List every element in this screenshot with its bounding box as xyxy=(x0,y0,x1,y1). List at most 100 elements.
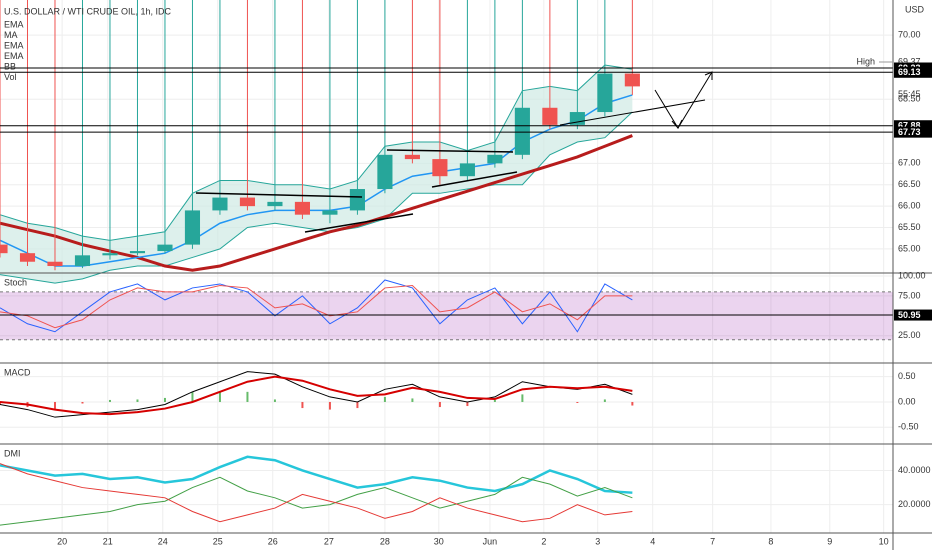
candle-body xyxy=(349,189,365,211)
histogram-bar xyxy=(631,401,634,406)
candle-body xyxy=(184,210,201,245)
histogram-bar xyxy=(108,399,111,402)
candle-body xyxy=(432,159,448,177)
candle-body xyxy=(212,197,228,211)
histogram-bar xyxy=(438,401,441,408)
histogram-bar xyxy=(576,401,579,403)
y-tick-label: 65.00 xyxy=(898,243,921,253)
band xyxy=(0,291,893,340)
series-line xyxy=(0,463,633,523)
price-badge xyxy=(894,309,932,321)
x-tick-label: Jun xyxy=(483,536,498,546)
x-tick-label: 28 xyxy=(380,536,390,546)
countdown: 55:45 xyxy=(898,89,921,99)
histogram-bar xyxy=(273,399,276,402)
candle-body xyxy=(0,244,8,254)
candle-body xyxy=(322,210,338,215)
y-tick-label: 40.0000 xyxy=(898,465,931,475)
histogram-bar xyxy=(81,401,84,404)
drawings xyxy=(195,71,713,233)
candle-body xyxy=(267,201,283,207)
candle-body xyxy=(19,253,36,262)
indicator-label: BB xyxy=(4,61,16,71)
price-badge-label: 67.73 xyxy=(898,127,921,137)
y-tick-label: -0.50 xyxy=(898,422,919,432)
chart-title: U.S. DOLLAR / WTI CRUDE OIL, 1h, IDC xyxy=(4,6,172,16)
series-line xyxy=(0,455,633,494)
arrowhead xyxy=(671,119,683,129)
histogram-bar xyxy=(246,391,249,402)
histogram-bar xyxy=(493,399,496,402)
y-tick-label: 68.50 xyxy=(898,94,921,104)
y-tick-label: 66.00 xyxy=(898,201,921,211)
histogram-bar xyxy=(191,391,194,402)
histogram-bar xyxy=(163,397,166,402)
x-tick-label: 30 xyxy=(434,536,444,546)
candle-body xyxy=(129,251,146,254)
pane-title: Stoch xyxy=(4,277,27,287)
currency: USD xyxy=(905,4,925,14)
indicator-label: Vol xyxy=(4,72,17,82)
pane-title: DMI xyxy=(4,448,21,458)
trendline xyxy=(431,171,518,188)
y-tick-label: 65.50 xyxy=(898,222,921,232)
histogram-bar xyxy=(411,398,414,402)
y-tick-label: 66.50 xyxy=(898,179,921,189)
trendline xyxy=(195,192,363,198)
price-badge-label: 69.13 xyxy=(898,67,921,77)
series-line xyxy=(0,476,633,526)
trendline xyxy=(304,213,414,233)
histogram-bar xyxy=(218,391,221,402)
x-tick-label: 26 xyxy=(268,536,278,546)
indicator-label: EMA xyxy=(4,51,24,61)
arrowhead xyxy=(704,71,713,80)
series-line xyxy=(0,375,633,416)
x-tick-label: 8 xyxy=(768,536,773,546)
histogram-bar xyxy=(136,399,139,402)
x-tick-label: 25 xyxy=(213,536,223,546)
candle-body xyxy=(239,197,256,207)
candle-body xyxy=(157,244,173,252)
candle-body xyxy=(487,154,503,164)
y-tick-label: 75.00 xyxy=(898,290,921,300)
y-tick-label: 25.00 xyxy=(898,330,921,340)
candle-body xyxy=(74,255,91,267)
candle-body xyxy=(294,201,310,215)
x-tick-label: 27 xyxy=(324,536,334,546)
x-tick-label: 9 xyxy=(827,536,832,546)
x-tick-label: 24 xyxy=(158,536,168,546)
pane-title: MACD xyxy=(4,367,31,377)
high-name: High xyxy=(856,56,875,66)
candle-body xyxy=(377,154,393,190)
x-tick-label: 4 xyxy=(650,536,655,546)
candle-body xyxy=(404,154,420,160)
series-line xyxy=(0,64,633,241)
x-tick-label: 7 xyxy=(710,536,715,546)
x-tick-label: 10 xyxy=(879,536,889,546)
candle-body xyxy=(47,261,63,267)
x-tick-label: 20 xyxy=(57,536,67,546)
histogram-bar xyxy=(383,396,386,402)
candle-body xyxy=(459,163,475,177)
histogram-bar xyxy=(0,401,1,405)
candle-body xyxy=(102,253,118,256)
candle-body xyxy=(542,107,558,125)
histogram-bar xyxy=(521,394,524,402)
histogram-bar xyxy=(328,401,331,410)
candle-body xyxy=(597,73,613,113)
y-tick-label: 70.00 xyxy=(898,29,921,39)
histogram-bar xyxy=(356,401,359,409)
y-tick-label: 0.50 xyxy=(898,371,916,381)
y-tick-label: 20.0000 xyxy=(898,499,931,509)
y-tick-label: 100.00 xyxy=(898,270,926,280)
histogram-bar xyxy=(603,399,606,402)
x-tick-label: 21 xyxy=(103,536,113,546)
high-label: 69.37 xyxy=(898,56,921,66)
indicator-label: MA xyxy=(4,30,18,40)
x-tick-label: 2 xyxy=(541,536,546,546)
histogram-bar xyxy=(53,401,56,410)
indicator-label: EMA xyxy=(4,40,24,50)
price-badge-label: 67.88 xyxy=(898,121,921,131)
